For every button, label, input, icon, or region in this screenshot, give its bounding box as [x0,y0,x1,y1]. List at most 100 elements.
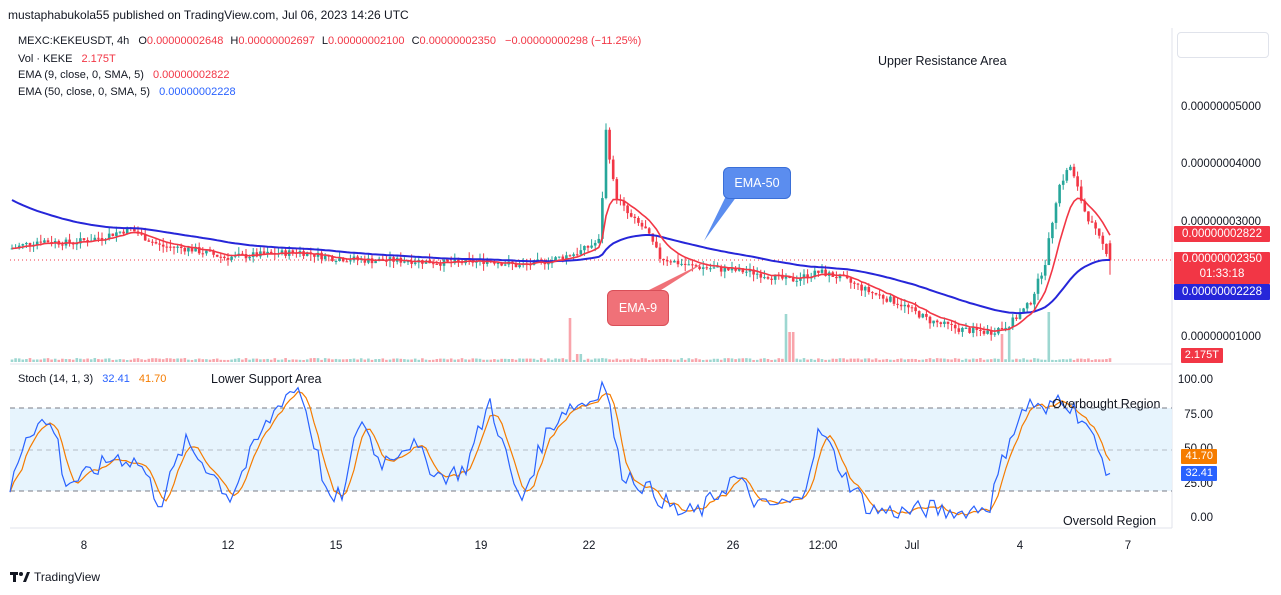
symbol-label[interactable]: MEXC:KEKEUSDT, 4h [18,35,130,47]
volume-bars [10,312,1112,362]
volume-bar [190,359,194,362]
candle-body [557,256,561,258]
volume-bar [640,358,644,362]
volume-bar [633,359,637,362]
ema50-legend[interactable]: EMA (50, close, 0, SMA, 5) 0.00000002228 [18,86,236,98]
high-value: 0.00000002697 [238,35,315,47]
volume-bar [745,358,748,362]
candle-body [770,278,773,280]
tradingview-footer[interactable]: TradingView [10,570,100,584]
candle-body [169,246,172,248]
candle-body [611,159,615,180]
volume-bar [1043,359,1047,362]
close-price-value: 0.00000002350 [1182,253,1262,265]
volume-bar [590,359,593,362]
volume-bar [669,359,673,362]
ema50-bubble[interactable]: EMA-50 [723,167,791,199]
time-tick: 4 [1016,540,1024,552]
volume-bar [413,358,417,362]
volume-bar [795,358,799,362]
candle-body [817,270,820,273]
volume-bar [867,358,871,362]
volume-bar [968,359,971,362]
upper-resistance-note[interactable]: Upper Resistance Area [878,54,1007,68]
volume-bar [1083,359,1087,362]
volume-bar [295,359,298,362]
volume-bar [568,318,572,362]
volume-bar [309,358,313,362]
time-tick: 15 [329,540,343,552]
volume-bar [860,359,863,362]
symbol-search-box[interactable] [1177,32,1269,58]
ema9-bubble[interactable]: EMA-9 [607,290,669,326]
overbought-note[interactable]: Overbought Region [1052,397,1161,411]
candle-body [219,256,223,258]
candle-body [1083,200,1087,212]
candle-body [406,261,410,263]
volume-tag: 2.175T [1180,348,1223,363]
volume-bar [993,358,997,362]
candle-body [568,255,572,257]
volume-bar [939,358,943,362]
volume-bar [75,358,79,362]
volume-bar [586,358,590,362]
volume-bar [694,358,698,362]
candle-body [694,265,698,267]
volume-bar [683,359,687,362]
volume-bar [17,358,21,362]
tradingview-logo-icon [10,572,30,582]
volume-bar [593,358,597,362]
candle-body [410,261,413,264]
candle-body [435,263,439,265]
volume-bar [691,359,694,362]
candle-body [795,280,799,282]
candle-body [1040,275,1043,279]
volume-bar [374,359,377,362]
candle-body [730,267,734,271]
volume-bar [806,359,809,362]
candle-body [640,222,644,227]
volume-bar [748,358,752,362]
ema9-legend[interactable]: EMA (9, close, 0, SMA, 5) 0.00000002822 [18,69,229,81]
volume-bar [280,359,284,362]
volume-bar [554,358,557,362]
volume-bar [1090,359,1094,362]
candle-body [179,246,183,249]
candle-body [1090,221,1094,223]
candle-body [583,245,586,251]
volume-bar [1047,312,1051,362]
volume-bar [1000,334,1004,362]
candle-body [593,242,597,246]
volume-bar [889,359,892,362]
oversold-note[interactable]: Oversold Region [1063,514,1157,528]
volume-bar [1015,358,1018,362]
volume-bar [1058,359,1061,362]
candle-body [125,227,129,234]
volume-bar [35,359,39,362]
volume-legend[interactable]: Vol · KEKE 2.175T [18,53,116,65]
volume-bar [651,359,655,362]
volume-bar [737,358,741,362]
lower-support-note[interactable]: Lower Support Area [211,372,322,386]
volume-bar [719,359,723,362]
volume-bar [50,359,53,362]
volume-bar [86,358,89,362]
volume-bar [446,359,449,362]
volume-bar [359,358,363,362]
candle-body [878,294,881,296]
volume-bar [615,358,619,362]
volume-bar [791,332,795,362]
candle-body [305,252,309,256]
time-tick: 12 [221,540,235,552]
candle-body [935,320,939,323]
volume-bar [561,358,565,362]
volume-bar [514,359,518,362]
volume-bar [961,359,964,362]
stoch-legend[interactable]: Stoch (14, 1, 3) 32.41 41.70 [18,373,166,385]
volume-bar [777,358,781,362]
volume-bar [104,358,107,362]
stoch-d-value: 41.70 [138,373,167,385]
volume-bar [467,359,471,362]
volume-bar [845,359,849,362]
